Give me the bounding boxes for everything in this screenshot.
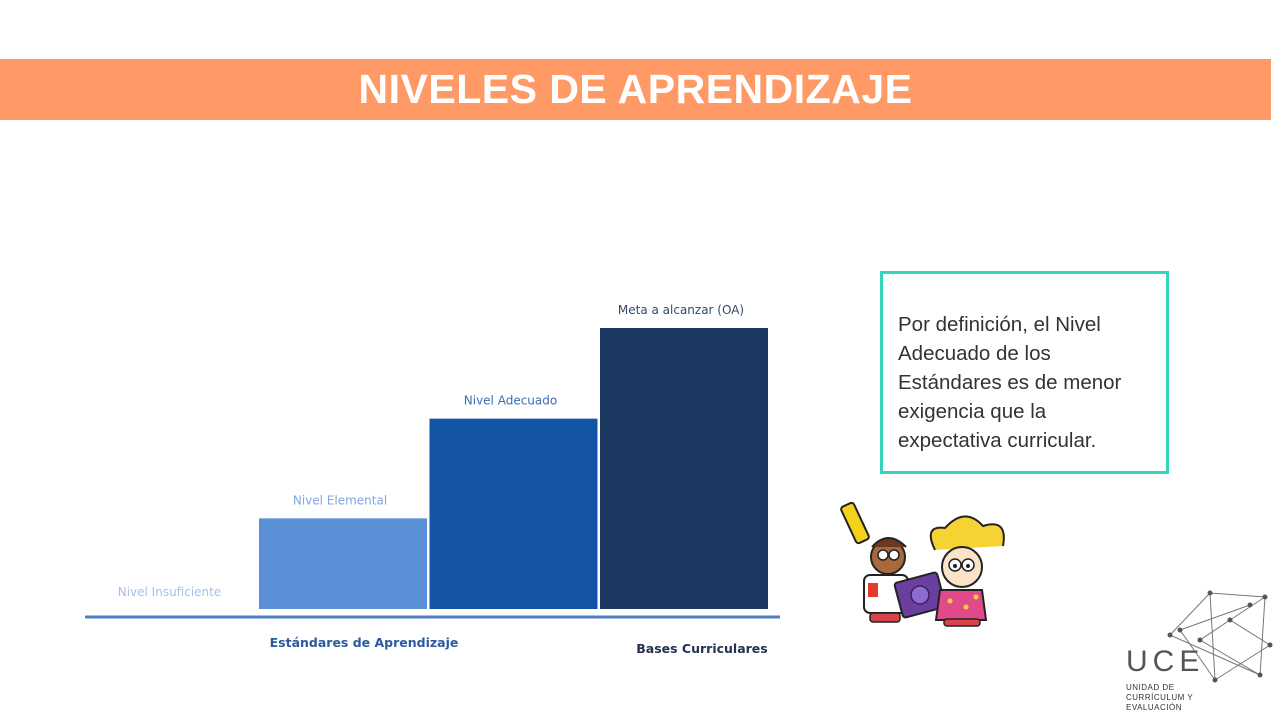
page-title: NIVELES DE APRENDIZAJE xyxy=(358,66,913,112)
uce-logo-subtitle-line: EVALUACIÓN xyxy=(1126,703,1182,712)
uce-logo-name: UCE xyxy=(1126,645,1205,678)
group-label-estandares: Estándares de Aprendizaje xyxy=(270,635,459,650)
children-illustration xyxy=(840,501,1005,627)
uce-logo-network-graphic xyxy=(1167,590,1273,683)
uce-logo-subtitle-line: UNIDAD DE xyxy=(1126,683,1175,692)
bar-nivel-adecuado xyxy=(429,418,598,609)
uce-logo-subtitle-line: CURRÍCULUM Y xyxy=(1126,693,1194,702)
bar-meta-a-alcanzar-oa xyxy=(600,328,768,609)
bar-label: Meta a alcanzar (OA) xyxy=(618,303,744,317)
info-box-text: Por definición, el Nivel Adecuado de los… xyxy=(898,313,1122,452)
bar-nivel-elemental xyxy=(259,518,427,609)
info-box: Por definición, el Nivel Adecuado de los… xyxy=(880,271,1169,474)
group-label-bases: Bases Curriculares xyxy=(636,641,767,656)
uce-logo-subtitle: UNIDAD DE CURRÍCULUM Y EVALUACIÓN xyxy=(1126,683,1236,713)
learning-levels-chart: Nivel Insuficiente Nivel Elemental Nivel A… xyxy=(85,303,780,656)
title-band: NIVELES DE APRENDIZAJE xyxy=(0,59,1271,120)
uce-logo: UCE UNIDAD DE CURRÍCULUM Y EVALUACIÓN xyxy=(1110,585,1280,720)
bar-label: Nivel Adecuado xyxy=(464,394,557,408)
bar-label: Nivel Insuficiente xyxy=(118,585,222,599)
bar-label: Nivel Elemental xyxy=(293,493,387,507)
